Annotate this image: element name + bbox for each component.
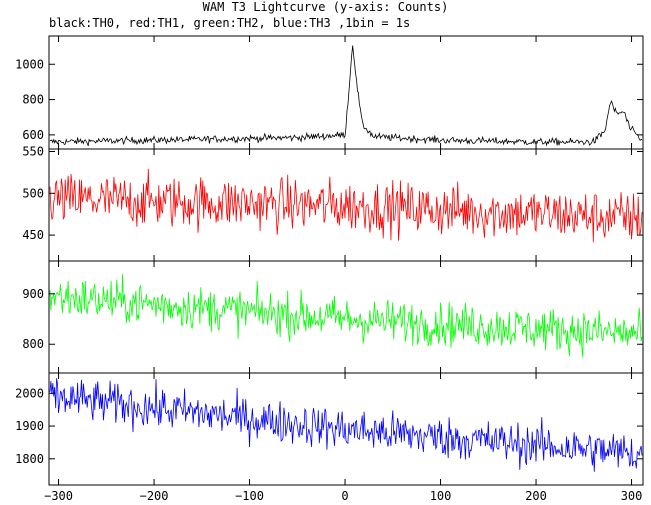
x-tick-label: 200 [525,489,547,503]
y-tick-label-th3: 1900 [15,419,44,433]
x-tick-label: −100 [235,489,264,503]
y-tick-label-th0: 800 [22,93,44,107]
panel-frame-th0 [48,35,644,150]
series-line-th0 [49,45,643,147]
x-tick-label: 0 [341,489,348,503]
x-tick-label: −300 [44,489,73,503]
y-tick-label-th1: 500 [22,186,44,200]
series-line-th1 [49,168,643,243]
x-tick-label: −200 [140,489,169,503]
y-tick-label-th2: 900 [22,287,44,301]
chart-subtitle: black:TH0, red:TH1, green:TH2, blue:TH3 … [49,16,411,30]
panel-frame-th3 [48,372,644,486]
y-tick-label-th2: 800 [22,337,44,351]
y-tick-label-th3: 1800 [15,452,44,466]
y-tick-label-th3: 2000 [15,386,44,400]
y-tick-label-th0: 600 [22,128,44,142]
series-line-th2 [49,274,643,358]
series-line-th3 [49,378,643,472]
x-tick-label: 300 [621,489,643,503]
y-tick-label-th1: 550 [22,145,44,159]
y-tick-label-th1: 450 [22,228,44,242]
x-tick-label: 100 [430,489,452,503]
chart-title: WAM T3 Lightcurve (y-axis: Counts) [202,0,449,14]
y-tick-label-th0: 1000 [15,57,44,71]
